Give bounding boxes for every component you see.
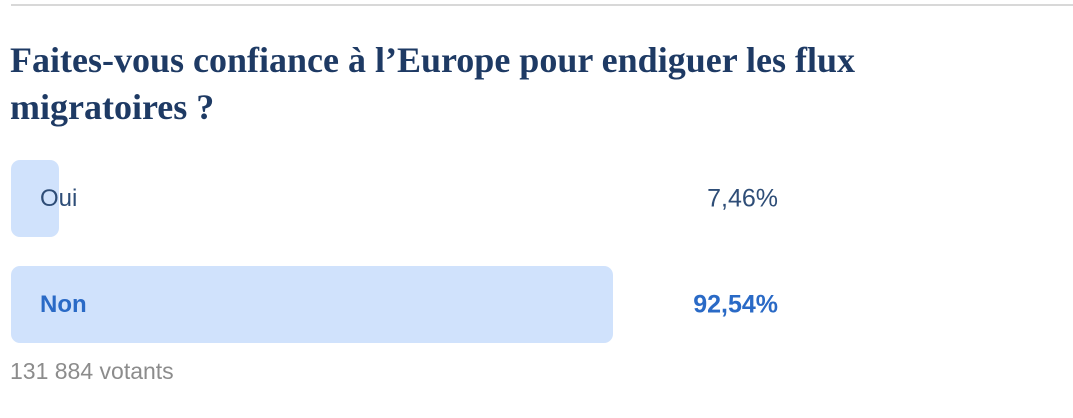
option-percentage-non: 92,54%	[693, 290, 778, 318]
poll-results: Oui 7,46% Non 92,54%	[11, 160, 778, 372]
option-label-oui: Oui	[40, 184, 78, 212]
vote-count: 131 884 votants	[10, 358, 174, 384]
poll-question: Faites-vous confiance à l’Europe pour en…	[10, 40, 856, 127]
result-bar-non	[11, 266, 613, 343]
poll-option-row-non: Non 92,54%	[11, 266, 778, 343]
option-label-non: Non	[40, 290, 87, 318]
option-percentage-oui: 7,46%	[707, 184, 778, 212]
result-bar-oui	[11, 160, 60, 237]
top-divider	[11, 4, 1073, 6]
poll-option-row-oui: Oui 7,46%	[11, 160, 778, 237]
